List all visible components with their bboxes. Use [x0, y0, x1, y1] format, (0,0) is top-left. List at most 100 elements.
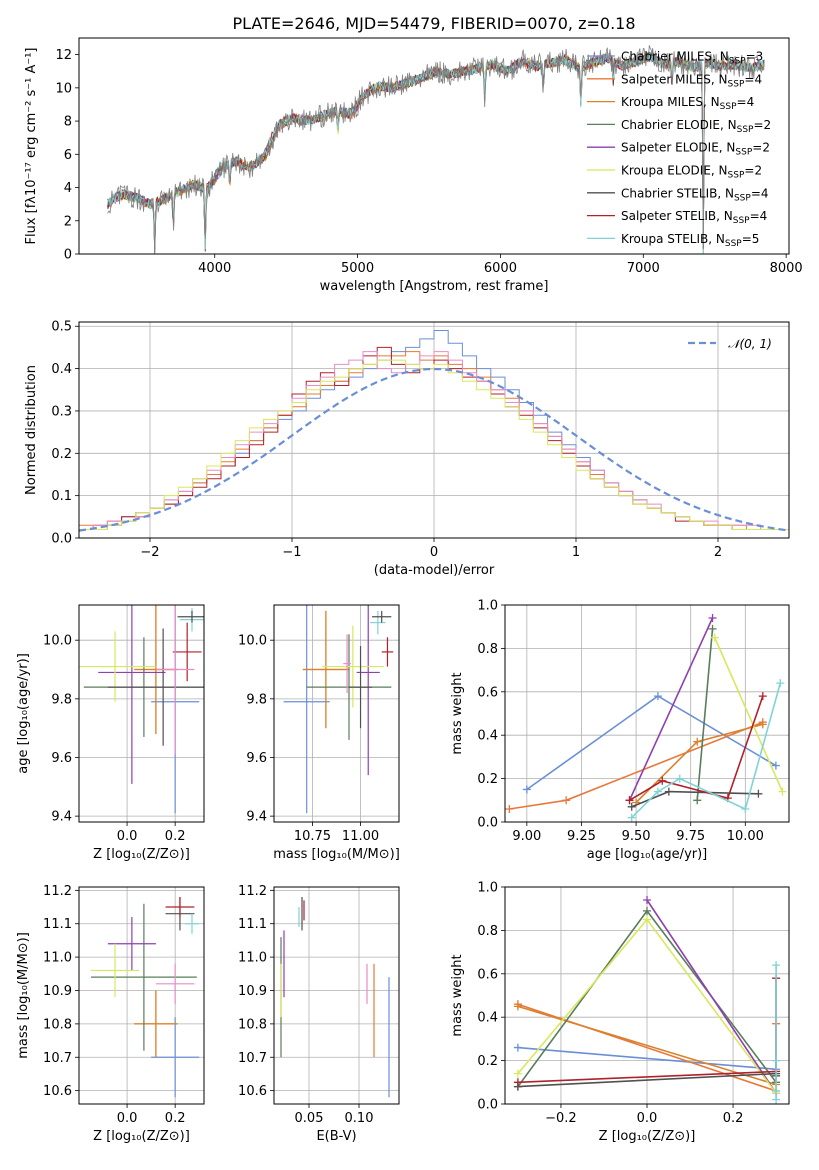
- legend-entry-sub: SSP: [729, 57, 746, 67]
- weight-series-marker: [772, 1086, 781, 1095]
- mass-weight-vs-Z-panel: −0.2 0.0 0.2 0.0 0.2 0.4 0.6 0.8 1.0 Z [log₁₀(Z/Z…: [450, 881, 790, 1144]
- age-vs-mass-ytick-label: 9.4: [246, 810, 267, 825]
- spectrum-frame: [78, 37, 790, 255]
- weight-series-marker: [778, 787, 787, 796]
- legend-entry-name: Chabrier ELODIE, N: [621, 118, 737, 132]
- mass-vs-ebv-xtick-label: 0.10: [345, 1111, 374, 1126]
- mass-vs-Z-panel: 0.0 0.2 10.6 10.7 10.8 10.9 11.0 11.1 11.2 Z [log…: [16, 884, 205, 1144]
- legend-entry-sub: SSP: [728, 171, 745, 181]
- mass-vs-Z-ytick-label: 11.2: [43, 884, 72, 899]
- weight-series-marker: [658, 776, 667, 785]
- spectrum-xtick-label: 8000: [770, 261, 803, 276]
- weight-series-marker: [653, 787, 662, 796]
- mass-vs-Z-ylabel: mass [log₁₀(M/M⊙)]: [16, 932, 31, 1059]
- weight-series-marker: [653, 692, 662, 701]
- weight-series-marker: [772, 961, 781, 970]
- mass-weight-vs-Z-ylabel: mass weight: [450, 954, 465, 1036]
- age-vs-mass-ytick-label: 10.0: [238, 634, 267, 649]
- weight-series-marker: [708, 624, 717, 633]
- mass-weight-vs-age-xtick-label: 9.25: [567, 829, 596, 844]
- mass-vs-ebv-ytick-label: 10.6: [238, 1084, 267, 1099]
- errorbar-point: [134, 990, 178, 1058]
- legend-entry-count: =4: [751, 186, 769, 200]
- mass-vs-ebv-ytick-label: 10.9: [238, 984, 267, 999]
- histogram-steps: [79, 359, 789, 538]
- errorbar-point: [155, 963, 195, 1004]
- mass-vs-Z-ytick-label: 11.1: [43, 917, 72, 932]
- errorbar-point: [172, 622, 202, 682]
- mass-vs-Z-xtick-label: 0.2: [165, 1111, 186, 1126]
- mass-weight-vs-Z-ytick-label: 0.4: [477, 1011, 498, 1026]
- spectrum-ytick-label: 6: [64, 148, 72, 163]
- residuals-ytick-label: 0.4: [51, 362, 72, 377]
- mass-vs-ebv-frame: [273, 886, 400, 1105]
- legend-entry: Chabrier ELODIE, NSSP=2: [621, 118, 771, 135]
- mass-weight-vs-age-xtick-label: 9.50: [622, 829, 651, 844]
- spectrum-ylabel: Flux [fλ10⁻¹⁷ erg cm⁻² s⁻¹ A⁻¹]: [24, 48, 39, 245]
- age-vs-mass-xlabel: mass [log₁₀(M/M⊙)]: [273, 847, 400, 862]
- residuals-xtick-label: −1: [282, 545, 301, 560]
- age-vs-Z-xtick-label: 0.2: [165, 829, 186, 844]
- weight-series-marker: [513, 1043, 522, 1052]
- legend-entry-name: Salpeter MILES, N: [621, 72, 728, 86]
- weight-series-marker: [693, 796, 702, 805]
- weight-series: [513, 915, 781, 1098]
- legend-entry-sub: SSP: [725, 239, 742, 249]
- mass-weight-vs-Z-ytick-label: 0.8: [477, 924, 498, 939]
- errorbar-point: [343, 634, 351, 693]
- weight-series-marker: [522, 785, 531, 794]
- mass-vs-ebv-ytick-label: 11.1: [238, 917, 267, 932]
- weight-series-marker: [741, 804, 750, 813]
- legend-entry: Kroupa MILES, NSSP=4: [621, 95, 754, 112]
- legend-entry-name: Kroupa STELIB, N: [621, 232, 725, 246]
- legend-entry-sub: SSP: [720, 102, 737, 112]
- errorbar-point: [283, 605, 330, 814]
- weight-series-marker: [505, 804, 514, 813]
- mass-weight-vs-age-ytick-label: 0.4: [477, 729, 498, 744]
- mass-weight-vs-age-xlabel: age [log₁₀(age/yr)]: [587, 847, 708, 862]
- mass-weight-vs-age-ylabel: mass weight: [450, 672, 465, 754]
- mass-weight-vs-age-ytick-label: 0.8: [477, 642, 498, 657]
- weight-series-marker: [754, 789, 763, 798]
- weight-series: [772, 961, 781, 1104]
- mass-vs-Z-ytick-label: 11.0: [43, 951, 72, 966]
- mass-vs-Z-plot-area: [91, 897, 200, 1098]
- residuals-plot-area: [79, 330, 789, 538]
- errorbar-point: [107, 917, 156, 971]
- age-vs-Z-frame: [78, 604, 205, 823]
- errorbar-point: [165, 897, 195, 918]
- age-vs-Z-xlabel: Z [log₁₀(Z/Z⊙)]: [93, 847, 190, 862]
- weight-series-marker: [772, 1056, 781, 1065]
- legend-entry-count: =2: [752, 141, 770, 155]
- age-vs-Z-ytick-label: 9.6: [51, 751, 72, 766]
- legend-entry: Salpeter MILES, NSSP=4: [621, 72, 762, 89]
- weight-series-marker: [772, 1095, 781, 1104]
- age-vs-mass-xtick-label: 10.75: [294, 829, 331, 844]
- spectrum-xtick-label: 4000: [198, 261, 231, 276]
- weight-series-marker: [513, 1078, 522, 1087]
- legend-entry-name: Chabrier MILES, N: [621, 50, 729, 64]
- legend-entry-sub: SSP: [737, 125, 754, 135]
- age-vs-mass-frame: [273, 604, 400, 823]
- mass-vs-Z-xlabel: Z [log₁₀(Z/Z⊙)]: [93, 1129, 190, 1144]
- residuals-xlabel: (data-model)/error: [374, 563, 495, 578]
- legend-entry-count: =4: [744, 72, 762, 86]
- mass-weight-vs-Z-xtick-label: −0.2: [545, 1111, 577, 1126]
- mass-weight-vs-Z-ytick-label: 0.6: [477, 967, 498, 982]
- age-vs-mass-xtick-label: 11.00: [342, 829, 379, 844]
- weight-series-line: [629, 695, 764, 801]
- residuals-legend: 𝒩(0, 1): [688, 337, 772, 351]
- mass-weight-vs-age-panel: 9.00 9.25 9.50 9.75 10.00 0.0 0.2 0.4 0.6 0.8 1.0 a…: [450, 599, 790, 862]
- errorbar-point: [79, 631, 156, 702]
- mass-weight-vs-Z-ytick-label: 0.2: [477, 1054, 498, 1069]
- legend-entry-count: =2: [744, 164, 762, 178]
- mass-vs-Z-ytick-label: 10.7: [43, 1051, 72, 1066]
- legend-entry-name: Salpeter ELODIE, N: [621, 141, 735, 155]
- weight-series-marker: [627, 813, 636, 822]
- errorbar-point: [381, 637, 394, 667]
- weight-series: [693, 624, 717, 805]
- errorbar-point: [184, 913, 200, 934]
- mass-vs-Z-ytick-label: 10.9: [43, 984, 72, 999]
